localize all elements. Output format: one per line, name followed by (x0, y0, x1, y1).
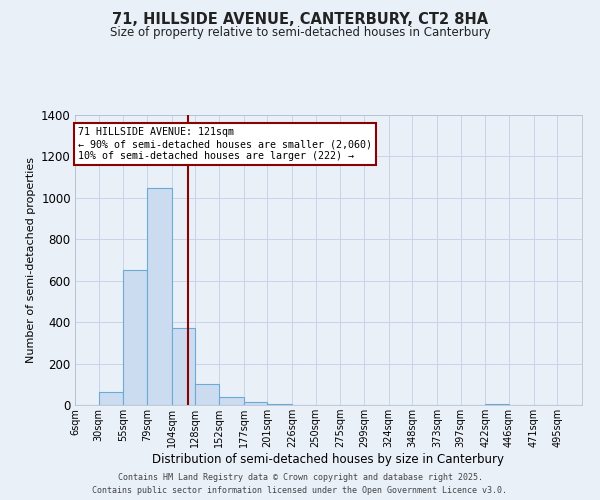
Bar (172, 328, 196, 405)
Text: Size of property relative to semi-detached houses in Canterbury: Size of property relative to semi-detach… (110, 26, 490, 39)
Text: Contains HM Land Registry data © Crown copyright and database right 2025.
Contai: Contains HM Land Registry data © Crown c… (92, 474, 508, 495)
Bar (485, 404, 509, 405)
Text: 71, HILLSIDE AVENUE, CANTERBURY, CT2 8HA: 71, HILLSIDE AVENUE, CANTERBURY, CT2 8HA (112, 12, 488, 28)
Bar (124, 270, 147, 405)
Bar (147, 188, 172, 405)
Bar (268, 404, 292, 405)
Y-axis label: Number of semi-detached properties: Number of semi-detached properties (26, 157, 35, 363)
Bar (98, 392, 124, 405)
Bar (219, 396, 244, 405)
X-axis label: Distribution of semi-detached houses by size in Canterbury: Distribution of semi-detached houses by … (152, 453, 505, 466)
Bar (244, 402, 268, 405)
Text: 71 HILLSIDE AVENUE: 121sqm
← 90% of semi-detached houses are smaller (2,060)
10%: 71 HILLSIDE AVENUE: 121sqm ← 90% of semi… (78, 128, 372, 160)
Bar (196, 384, 219, 405)
